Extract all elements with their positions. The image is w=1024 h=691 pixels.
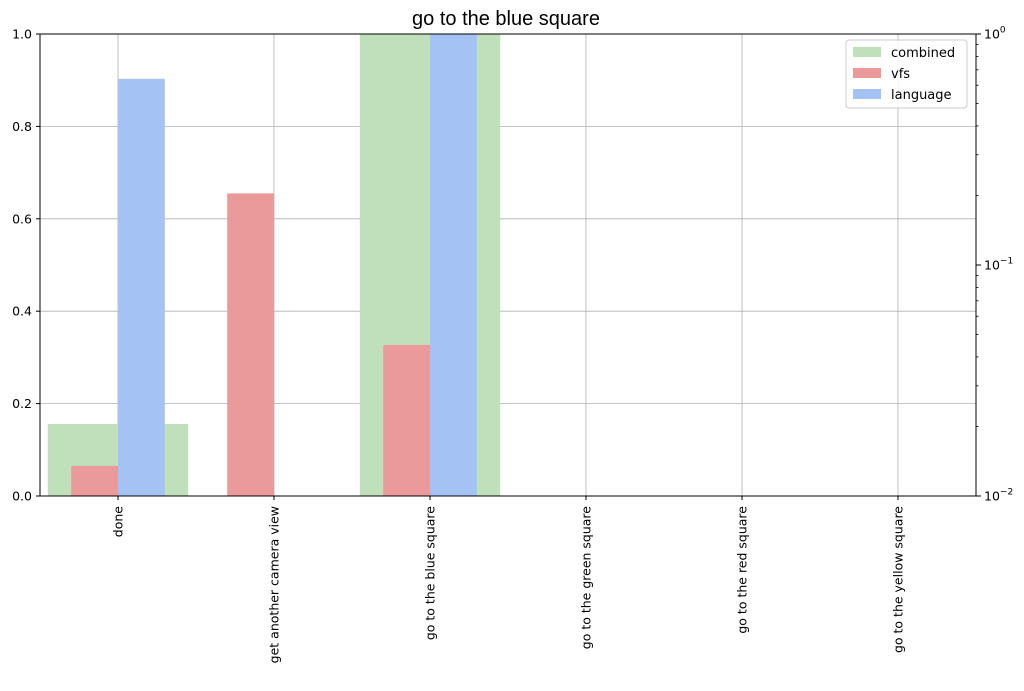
legend: combined vfs language [845,39,968,109]
x-tick-label: get another camera view [267,506,282,663]
y-tick-label-right: 100 [984,26,1006,42]
y-tick-label-left: 1.0 [12,27,32,42]
x-tick-label: go to the blue square [423,506,438,640]
bar-language [118,78,165,497]
bar-vfs [71,465,118,496]
y-tick-label-left: 0.8 [12,119,32,134]
legend-swatch-combined [853,47,881,57]
y-tick-label-left: 0.2 [12,396,32,411]
legend-label-vfs: vfs [891,67,910,82]
bars [47,34,501,497]
x-tick-label: go to the green square [579,506,594,650]
bar-vfs [383,344,430,496]
x-tick-label: done [111,506,126,538]
x-tick-label: go to the yellow square [891,506,906,653]
chart-title: go to the blue square [412,8,600,30]
y-tick-label-left: 0.6 [12,211,32,226]
legend-swatch-language [853,89,881,99]
legend-swatch-vfs [853,68,881,78]
y-tick-label-right: 10−2 [984,488,1013,504]
bar-vfs [227,193,274,496]
legend-label-language: language [891,88,952,103]
axes: 0.0 0.2 0.4 0.6 0.8 1.0 10−2 10−1 100 done get ano… [12,26,1013,664]
y-tick-label-right: 10−1 [984,257,1013,273]
bar-language [430,34,477,496]
y-tick-label-left: 0.4 [12,304,32,319]
x-tick-label: go to the red square [735,506,750,634]
legend-label-combined: combined [891,46,955,61]
y-tick-label-left: 0.0 [12,489,32,504]
